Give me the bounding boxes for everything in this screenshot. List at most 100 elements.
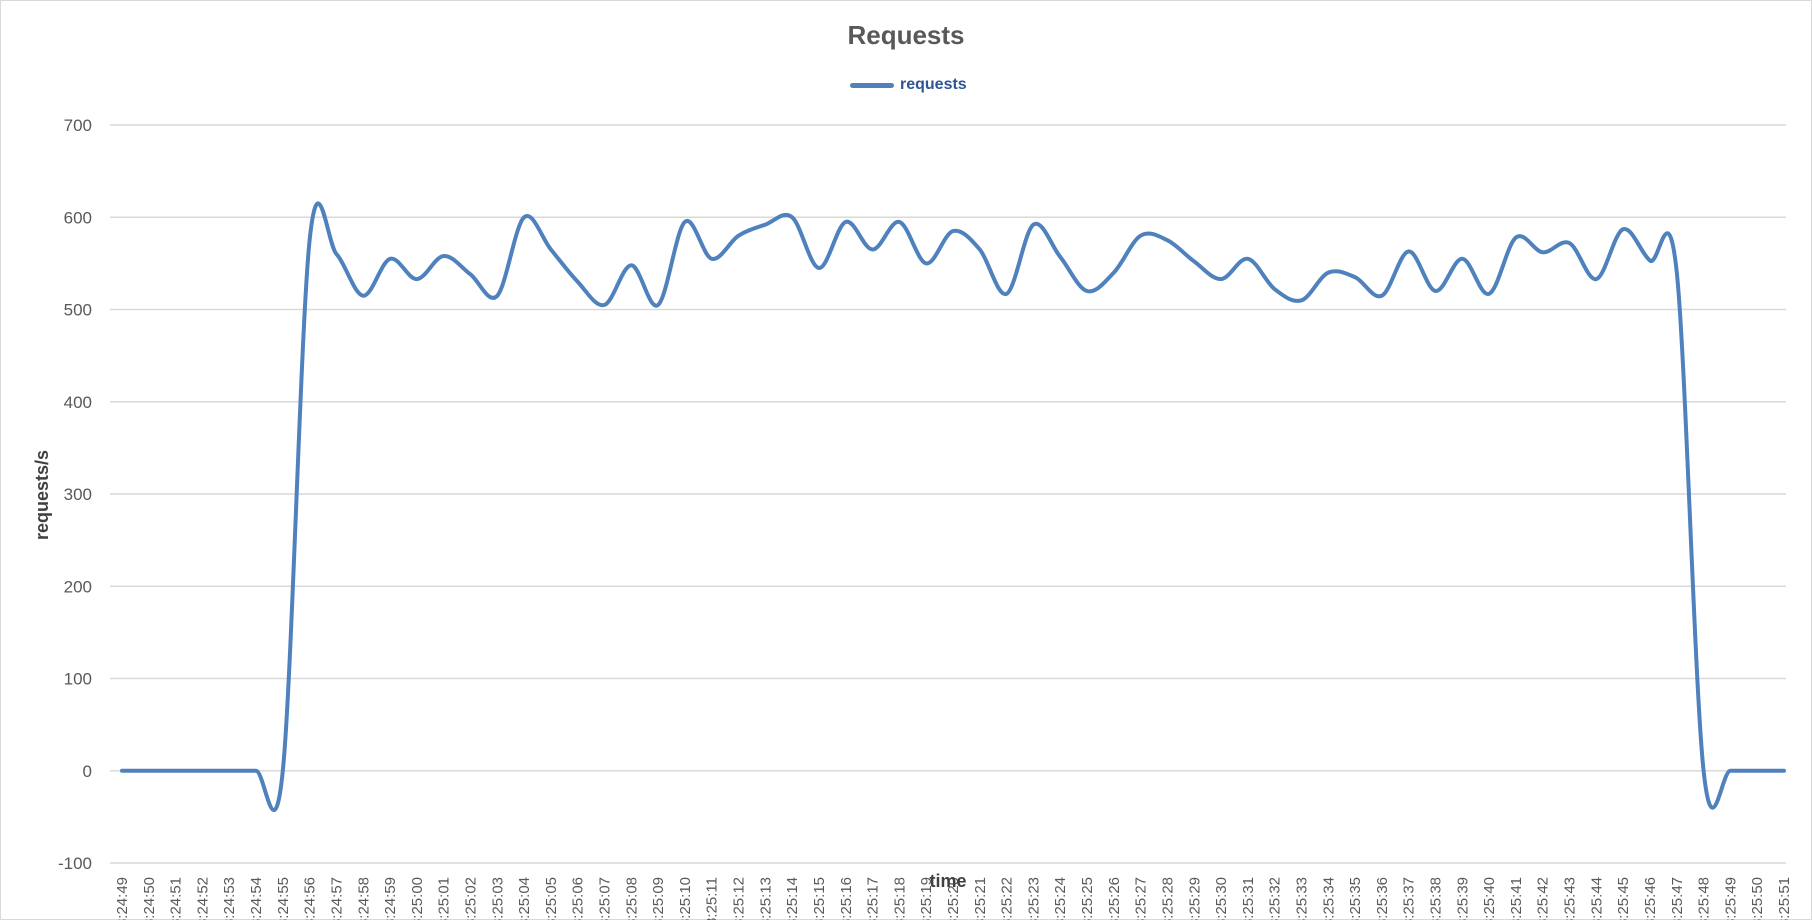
x-tick-label: 08:24:56	[302, 877, 319, 920]
data-point	[549, 248, 553, 252]
x-tick-label: 08:25:37	[1401, 877, 1418, 920]
x-tick-label: 08:24:57	[328, 877, 345, 920]
data-point	[790, 215, 794, 219]
x-tick-label: 08:25:05	[543, 877, 560, 920]
data-point	[1702, 769, 1706, 773]
data-point	[897, 220, 901, 224]
x-tick-label: 08:25:34	[1320, 877, 1337, 920]
data-point	[844, 220, 848, 224]
data-point	[1166, 238, 1170, 242]
data-point	[120, 769, 124, 773]
x-tick-label: 08:25:11	[704, 877, 721, 920]
y-tick-label: 300	[64, 485, 92, 504]
x-tick-label: 08:25:46	[1642, 877, 1659, 920]
x-tick-label: 08:24:50	[141, 877, 158, 920]
data-point	[1112, 271, 1116, 275]
x-tick-label: 08:24:51	[168, 877, 185, 920]
legend: requests	[850, 74, 967, 96]
y-tick-label: 400	[64, 393, 92, 412]
x-tick-label: 08:24:52	[194, 877, 211, 920]
x-tick-label: 08:25:35	[1347, 877, 1364, 920]
y-tick-label: 600	[64, 208, 92, 227]
data-point	[924, 261, 928, 265]
data-point	[1755, 769, 1759, 773]
data-point	[522, 215, 526, 219]
x-tick-label: 08:25:41	[1508, 877, 1525, 920]
legend-label: requests	[900, 76, 967, 93]
x-tick-label: 08:25:27	[1133, 877, 1150, 920]
x-tick-label: 08:25:25	[1079, 877, 1096, 920]
y-tick-label: -100	[58, 854, 92, 873]
data-point	[603, 303, 607, 307]
data-point	[1541, 250, 1545, 254]
x-tick-label: 08:25:13	[757, 877, 774, 920]
y-tick-label: 100	[64, 670, 92, 689]
data-point	[1139, 234, 1143, 238]
data-point	[1568, 241, 1572, 245]
x-axis-title: time	[929, 871, 966, 891]
x-tick-label: 08:25:36	[1374, 877, 1391, 920]
data-point	[656, 303, 660, 307]
y-tick-label: 200	[64, 577, 92, 596]
x-tick-label: 08:25:01	[436, 877, 453, 920]
data-point	[1085, 289, 1089, 293]
x-tick-label: 08:25:20	[945, 877, 962, 920]
data-point	[978, 248, 982, 252]
x-tick-label: 08:25:07	[597, 877, 614, 920]
data-point	[1648, 259, 1652, 263]
x-tick-label: 08:25:43	[1562, 877, 1579, 920]
data-point	[254, 769, 258, 773]
data-point	[951, 229, 955, 233]
x-tick-label: 08:25:51	[1776, 877, 1793, 920]
x-tick-label: 08:24:49	[114, 877, 131, 920]
grid-lines	[110, 124, 1786, 864]
y-tick-label: 0	[83, 762, 92, 781]
x-tick-label: 08:25:26	[1106, 877, 1123, 920]
data-point	[1621, 227, 1625, 231]
x-tick-label: 08:25:38	[1428, 877, 1445, 920]
data-point	[1326, 271, 1330, 275]
data-point	[871, 248, 875, 252]
x-tick-label: 08:25:39	[1454, 877, 1471, 920]
series-line-requests	[120, 201, 1786, 812]
x-tick-label: 08:25:06	[570, 877, 587, 920]
data-point	[174, 769, 178, 773]
x-tick-label: 08:25:04	[516, 877, 533, 920]
x-tick-label: 08:25:24	[1052, 877, 1069, 920]
x-tick-label: 08:25:28	[1159, 877, 1176, 920]
x-tick-label: 08:25:42	[1535, 877, 1552, 920]
data-point	[817, 266, 821, 270]
data-point	[495, 294, 499, 298]
data-point	[763, 223, 767, 227]
x-axis-ticks: 08:24:49 08:24:50 08:24:51 08:24:52 08:24:53…	[114, 877, 1793, 920]
x-tick-label: 08:25:14	[784, 877, 801, 920]
x-tick-label: 08:24:53	[221, 877, 238, 920]
data-point	[227, 769, 231, 773]
x-tick-label: 08:25:29	[1186, 877, 1203, 920]
x-tick-label: 08:25:44	[1588, 877, 1605, 920]
data-point	[469, 272, 473, 276]
x-tick-label: 08:25:17	[865, 877, 882, 920]
data-point	[1273, 287, 1277, 291]
data-point	[1460, 257, 1464, 261]
data-point	[683, 220, 687, 224]
x-tick-label: 08:25:18	[891, 877, 908, 920]
data-point	[1058, 255, 1062, 259]
data-point	[1246, 257, 1250, 261]
x-tick-label: 08:25:15	[811, 877, 828, 920]
data-point	[1005, 292, 1009, 296]
data-point	[361, 294, 365, 298]
data-point	[1380, 294, 1384, 298]
data-point	[710, 257, 714, 261]
x-tick-label: 08:25:09	[650, 877, 667, 920]
x-tick-label: 08:24:58	[355, 877, 372, 920]
data-point	[442, 254, 446, 258]
x-tick-label: 08:25:40	[1481, 877, 1498, 920]
chart-title: Requests	[847, 20, 965, 50]
y-tick-label: 500	[64, 301, 92, 320]
data-point	[1782, 769, 1786, 773]
x-tick-label: 08:25:22	[999, 877, 1016, 920]
data-point	[1407, 249, 1411, 253]
